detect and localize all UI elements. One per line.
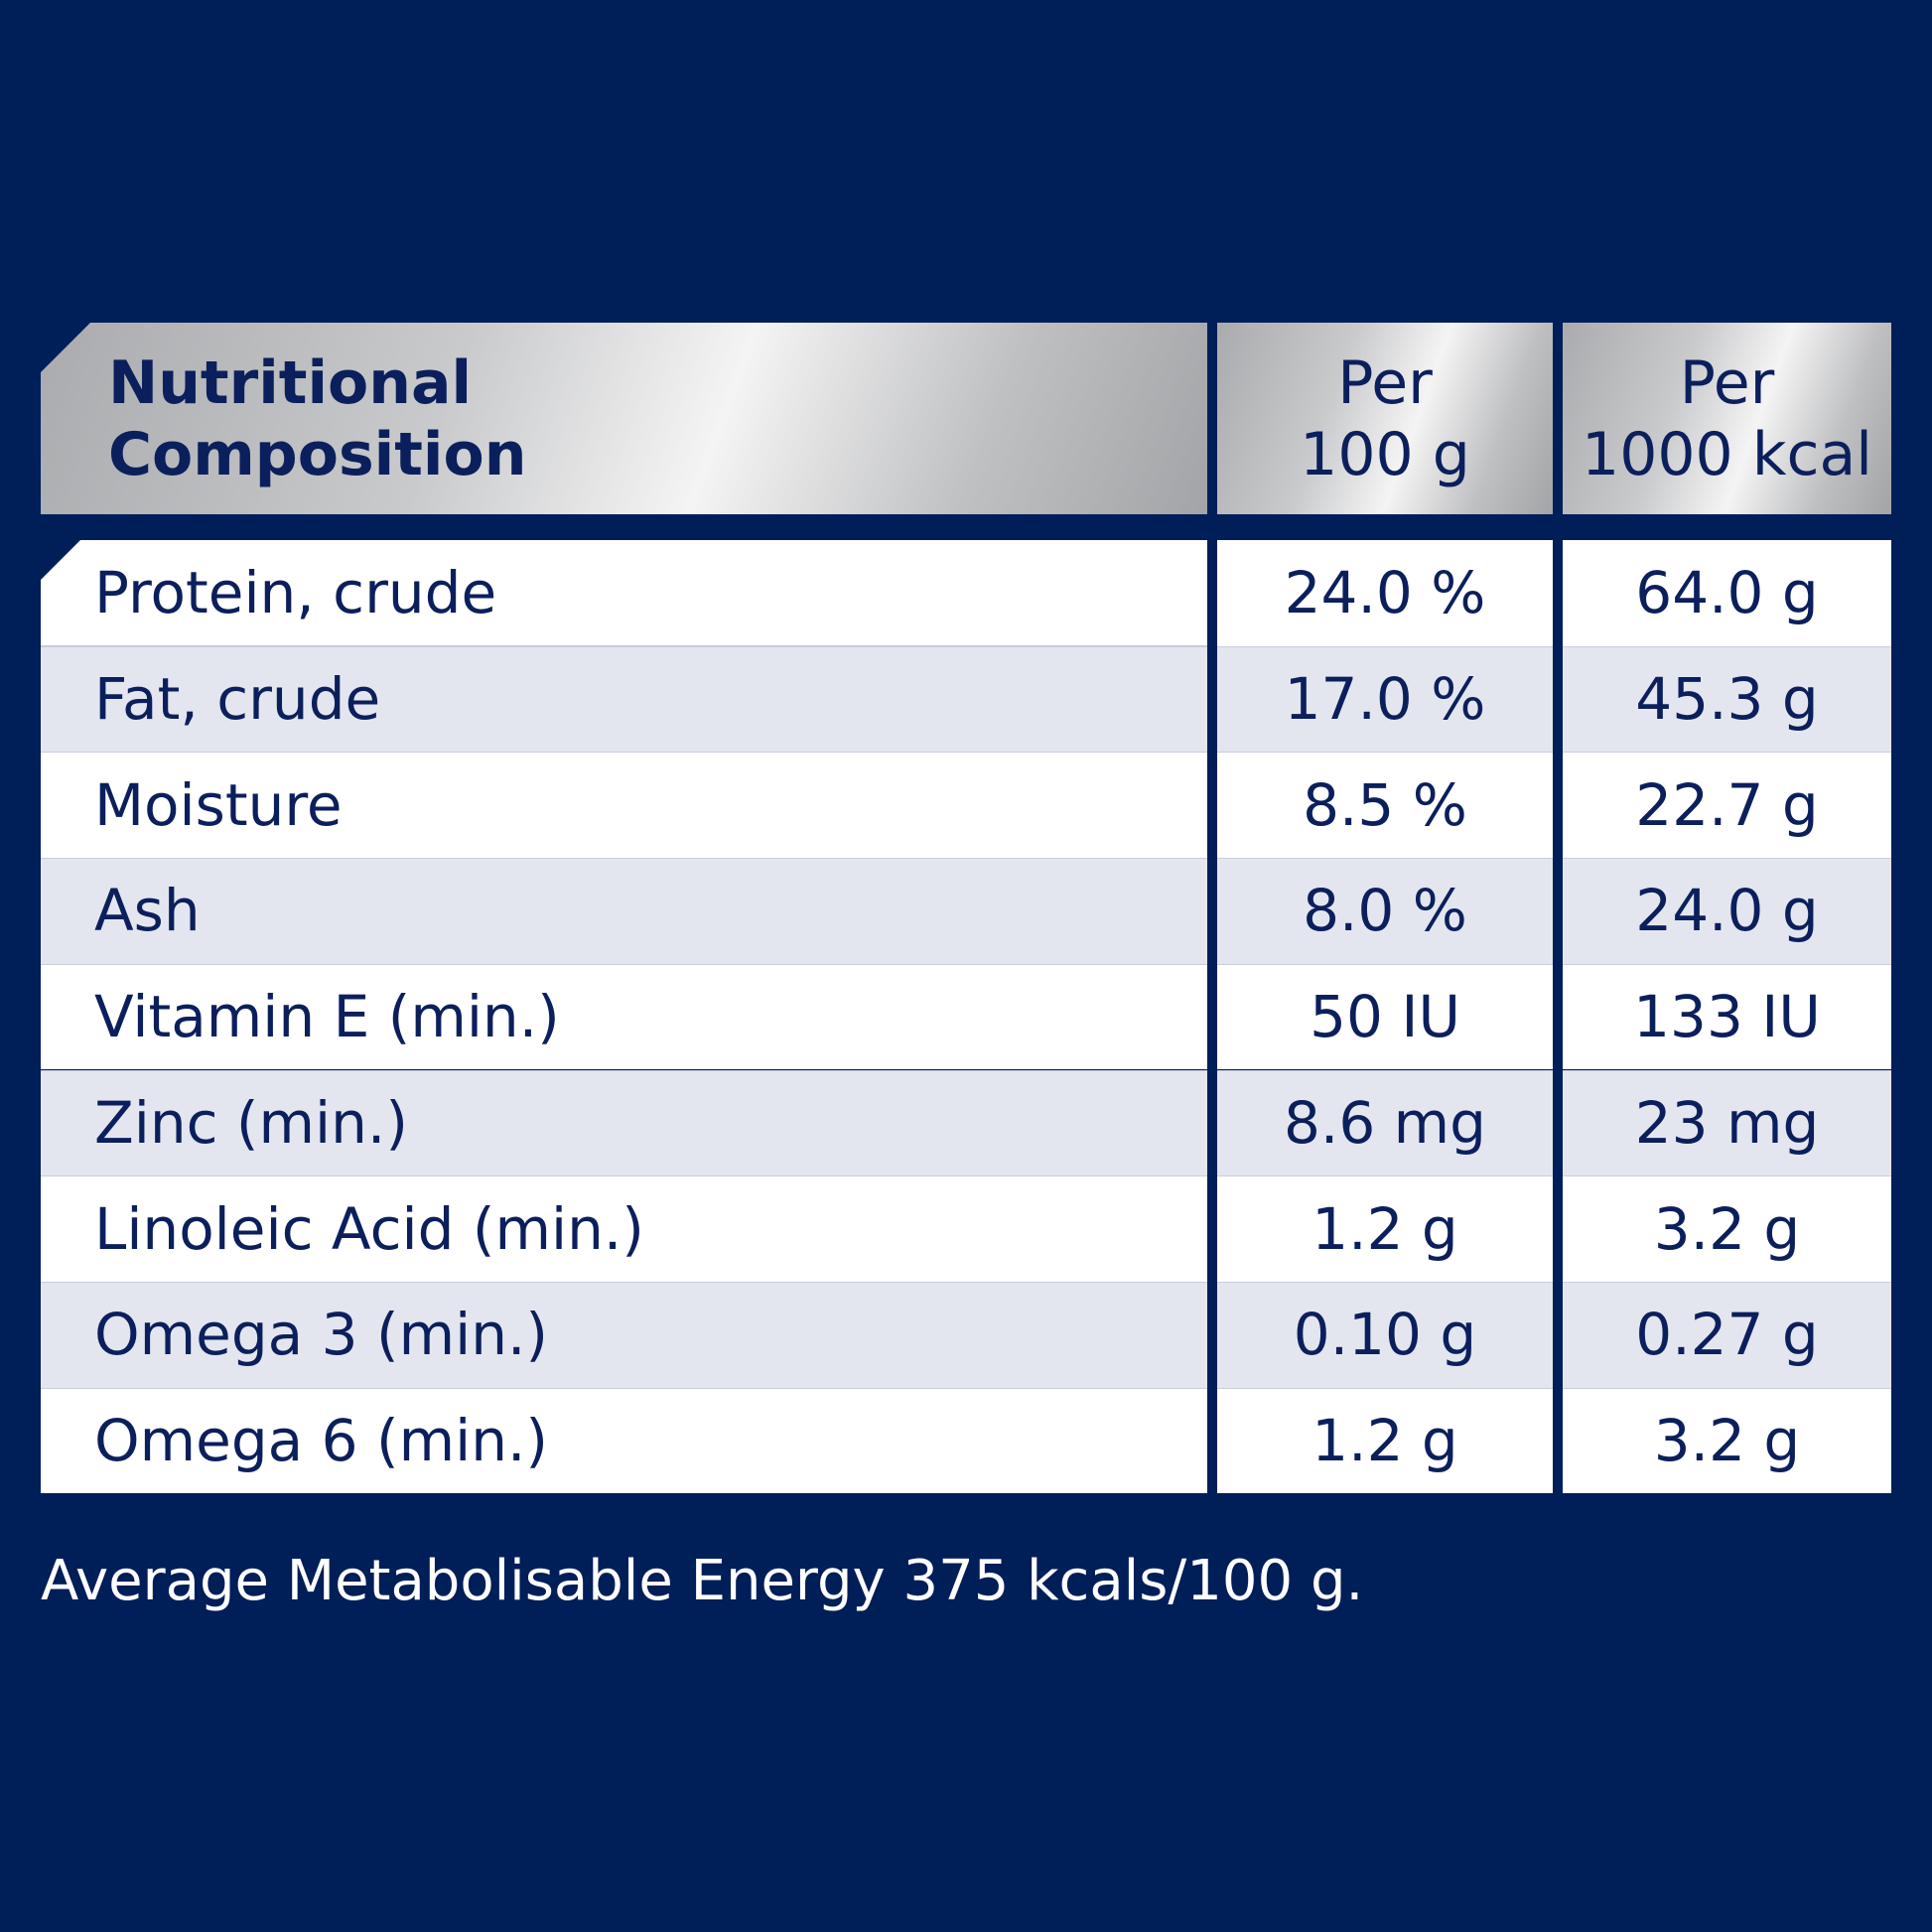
table-cell: 64.0 g	[1563, 540, 1891, 646]
footnote: Average Metabolisable Energy 375 kcals/1…	[41, 1549, 1364, 1613]
row-separator	[1217, 858, 1553, 860]
row-separator	[1563, 858, 1891, 860]
row-separator	[1563, 1281, 1891, 1283]
table-cell: Ash	[41, 858, 1207, 964]
table-cell: 0.27 g	[1563, 1281, 1891, 1388]
header-line: Per	[1337, 347, 1433, 418]
row-separator	[1217, 1175, 1553, 1177]
header-line: 1000 kcal	[1582, 419, 1872, 489]
table-cell: 0.10 g	[1217, 1281, 1553, 1388]
table-cell: 8.5 %	[1217, 752, 1553, 859]
row-separator	[41, 752, 1207, 754]
row-separator	[1217, 752, 1553, 754]
row-separator	[1217, 1387, 1553, 1389]
row-separator	[1217, 1069, 1553, 1071]
row-separator	[41, 1069, 1207, 1071]
table-cell: 23 mg	[1563, 1069, 1891, 1176]
table-cell: 24.0 %	[1217, 540, 1553, 646]
table-cell: 1.2 g	[1217, 1387, 1553, 1494]
header-cell: Per 1000 kcal	[1563, 323, 1891, 514]
row-separator	[41, 645, 1207, 647]
row-separator	[41, 963, 1207, 965]
table-cell: 45.3 g	[1563, 645, 1891, 753]
row-separator	[1217, 1281, 1553, 1283]
header-cell: Nutritional Composition	[41, 323, 1207, 514]
table-cell: 50 IU	[1217, 963, 1553, 1070]
table-cell: 8.6 mg	[1217, 1069, 1553, 1176]
table-cell: 24.0 g	[1563, 858, 1891, 964]
row-separator	[1563, 1069, 1891, 1071]
table-cell: Moisture	[41, 752, 1207, 859]
row-separator	[1563, 1175, 1891, 1177]
table-cell: 3.2 g	[1563, 1175, 1891, 1282]
table-cell: Zinc (min.)	[41, 1069, 1207, 1176]
table-cell: Omega 3 (min.)	[41, 1281, 1207, 1388]
table-cell: 8.0 %	[1217, 858, 1553, 964]
header-line: Nutritional	[108, 347, 473, 418]
row-separator	[1563, 963, 1891, 965]
row-separator	[1217, 963, 1553, 965]
row-separator	[1563, 645, 1891, 647]
header-line: 100 g	[1300, 419, 1470, 489]
table-cell: 1.2 g	[1217, 1175, 1553, 1282]
header-cell: Per 100 g	[1217, 323, 1553, 514]
table-cell: 3.2 g	[1563, 1387, 1891, 1494]
table-cell: Omega 6 (min.)	[41, 1387, 1207, 1494]
table-cell: 17.0 %	[1217, 645, 1553, 753]
table-cell: Linoleic Acid (min.)	[41, 1175, 1207, 1282]
row-separator	[1563, 1387, 1891, 1389]
table-cell: Vitamin E (min.)	[41, 963, 1207, 1070]
header-line: Composition	[108, 419, 527, 489]
row-separator	[41, 1387, 1207, 1389]
table-cell: Fat, crude	[41, 645, 1207, 753]
header-line: Per	[1679, 347, 1775, 418]
row-separator	[41, 858, 1207, 860]
table-cell: Protein, crude	[41, 540, 1207, 646]
row-separator	[41, 1175, 1207, 1177]
row-separator	[41, 1281, 1207, 1283]
table-cell: 22.7 g	[1563, 752, 1891, 859]
table-cell: 133 IU	[1563, 963, 1891, 1070]
row-separator	[1217, 645, 1553, 647]
row-separator	[1563, 752, 1891, 754]
